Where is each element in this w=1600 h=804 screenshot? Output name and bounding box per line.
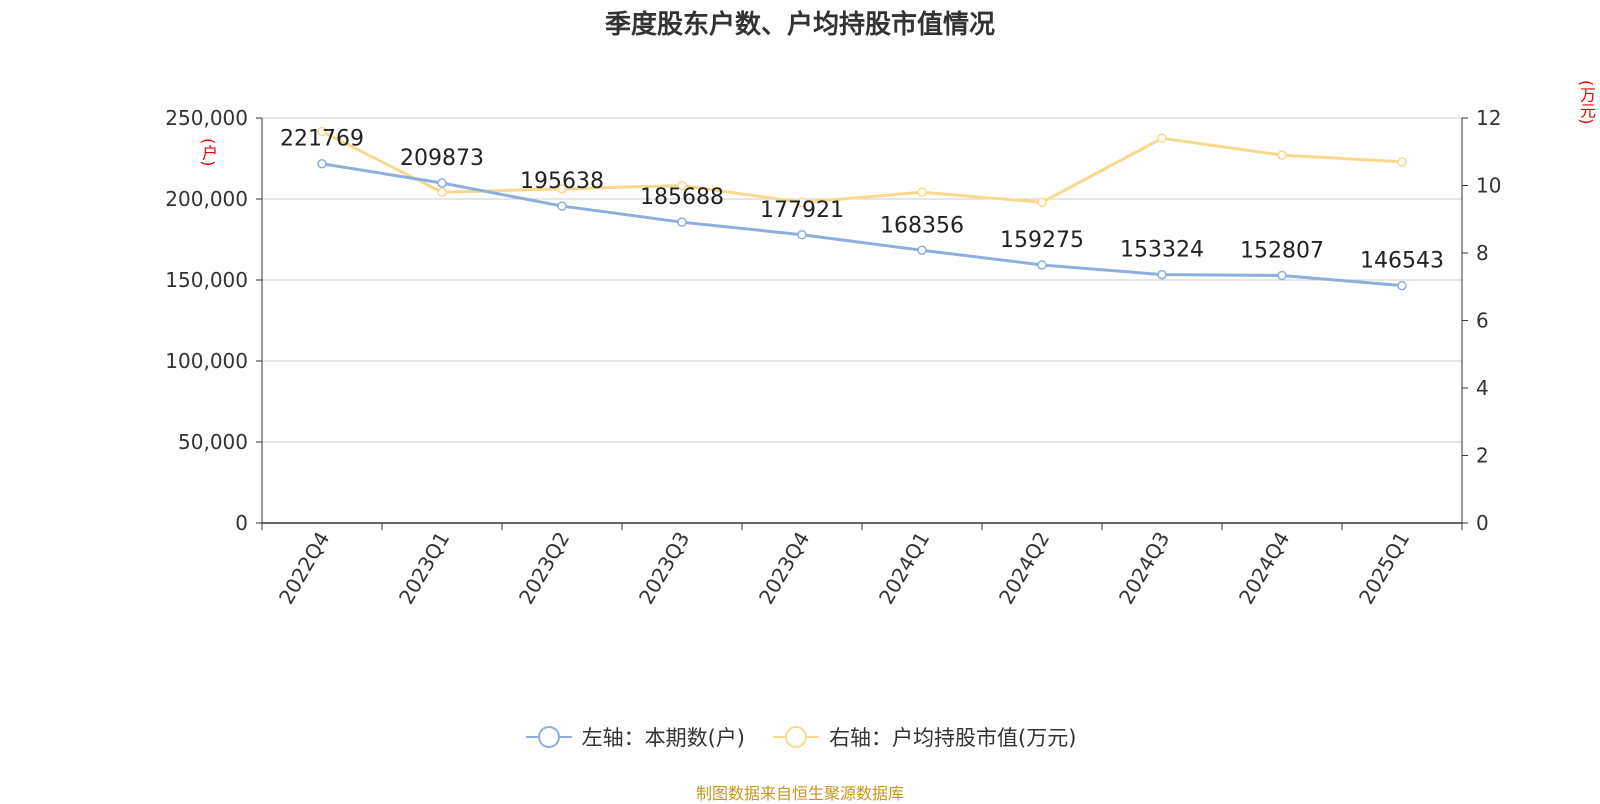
left-axis-tick-label: 200,000 [165,187,248,211]
left-axis-tick-label: 50,000 [178,430,248,454]
line-chart: 0 50,000 100,000 150,000 200,000 250,000 0 2 4 6 8… [165,106,1501,609]
data-point-right [1277,150,1287,160]
data-label: 185688 [640,185,724,210]
series-line-right [321,130,1403,204]
data-point-right [1157,133,1167,143]
data-label: 195638 [520,169,604,194]
left-axis-tick-label: 0 [235,511,248,535]
data-point-right [677,180,687,191]
right-axis-tick-label: 12 [1476,106,1501,130]
data-point-left [1037,260,1047,270]
legend-circle-icon-blue [525,726,572,748]
right-axis-unit: (万元) [1577,80,1596,125]
data-point-left [317,158,327,169]
data-point-right [1037,197,1047,208]
data-label: 209873 [400,146,484,171]
x-axis-tick-label: 2025Q1 [1354,528,1414,609]
right-axis-tick-label: 4 [1476,376,1489,400]
left-axis-unit: (户) [199,138,218,167]
legend: 左轴：本期数(户) 右轴：户均持股市值(万元) [0,722,1600,752]
right-axis-tick-label: 2 [1476,444,1489,468]
data-source-note: 制图数据来自恒生聚源数据库 [695,784,904,803]
data-point-left [557,201,567,211]
x-axis-tick-label: 2024Q2 [994,528,1054,609]
data-point-left [797,230,807,240]
left-axis-tick-label: 100,000 [165,349,248,373]
legend-label-right-series: 右轴：户均持股市值(万元) [829,726,1077,750]
data-point-left [1397,280,1407,291]
x-axis-tick-label: 2024Q3 [1114,528,1174,609]
data-point-right [917,187,927,197]
legend-item-right-series[interactable]: 右轴：户均持股市值(万元) [771,722,1076,752]
data-point-left [1157,269,1167,280]
left-axis-tick-label: 150,000 [165,268,248,292]
right-axis-tick-label: 6 [1476,309,1489,333]
data-point-right [1397,157,1407,167]
x-axis-tick-label: 2023Q2 [514,528,574,609]
data-point-left [917,245,927,256]
right-axis-tick-label: 0 [1476,511,1489,535]
x-axis-tick-label: 2023Q4 [754,528,814,609]
left-axis-tick-label: 250,000 [165,106,248,130]
data-point-right [557,184,567,194]
x-axis-tick-label: 2024Q1 [874,528,934,609]
x-axis-tick-label: 2022Q4 [274,528,334,609]
data-point-right [437,187,447,197]
data-label: 152807 [1240,238,1324,263]
chart-title: 季度股东户数、户均持股市值情况 [604,10,995,40]
series-line-left [321,162,1403,288]
data-point-left [1277,270,1287,281]
legend-item-left-series[interactable]: 左轴：本期数(户) [524,722,745,752]
legend-label-left-series: 左轴：本期数(户) [581,726,745,750]
right-axis-tick-label: 8 [1476,241,1489,265]
data-label: 146543 [1360,249,1444,274]
x-axis-tick-label: 2023Q3 [634,528,694,609]
legend-circle-icon-yellow [773,726,819,748]
data-point-right [797,197,807,208]
data-label: 153324 [1120,238,1204,263]
data-label: 221769 [280,127,364,152]
data-label: 159275 [1000,228,1084,253]
data-point-right [317,126,327,137]
data-point-left [437,178,447,188]
data-label: 177921 [760,198,844,223]
right-axis-tick-label: 10 [1476,174,1501,198]
data-label: 168356 [880,213,964,238]
x-axis-tick-label: 2023Q1 [394,528,454,609]
data-point-left [677,217,687,227]
x-axis-tick-label: 2024Q4 [1234,528,1294,609]
